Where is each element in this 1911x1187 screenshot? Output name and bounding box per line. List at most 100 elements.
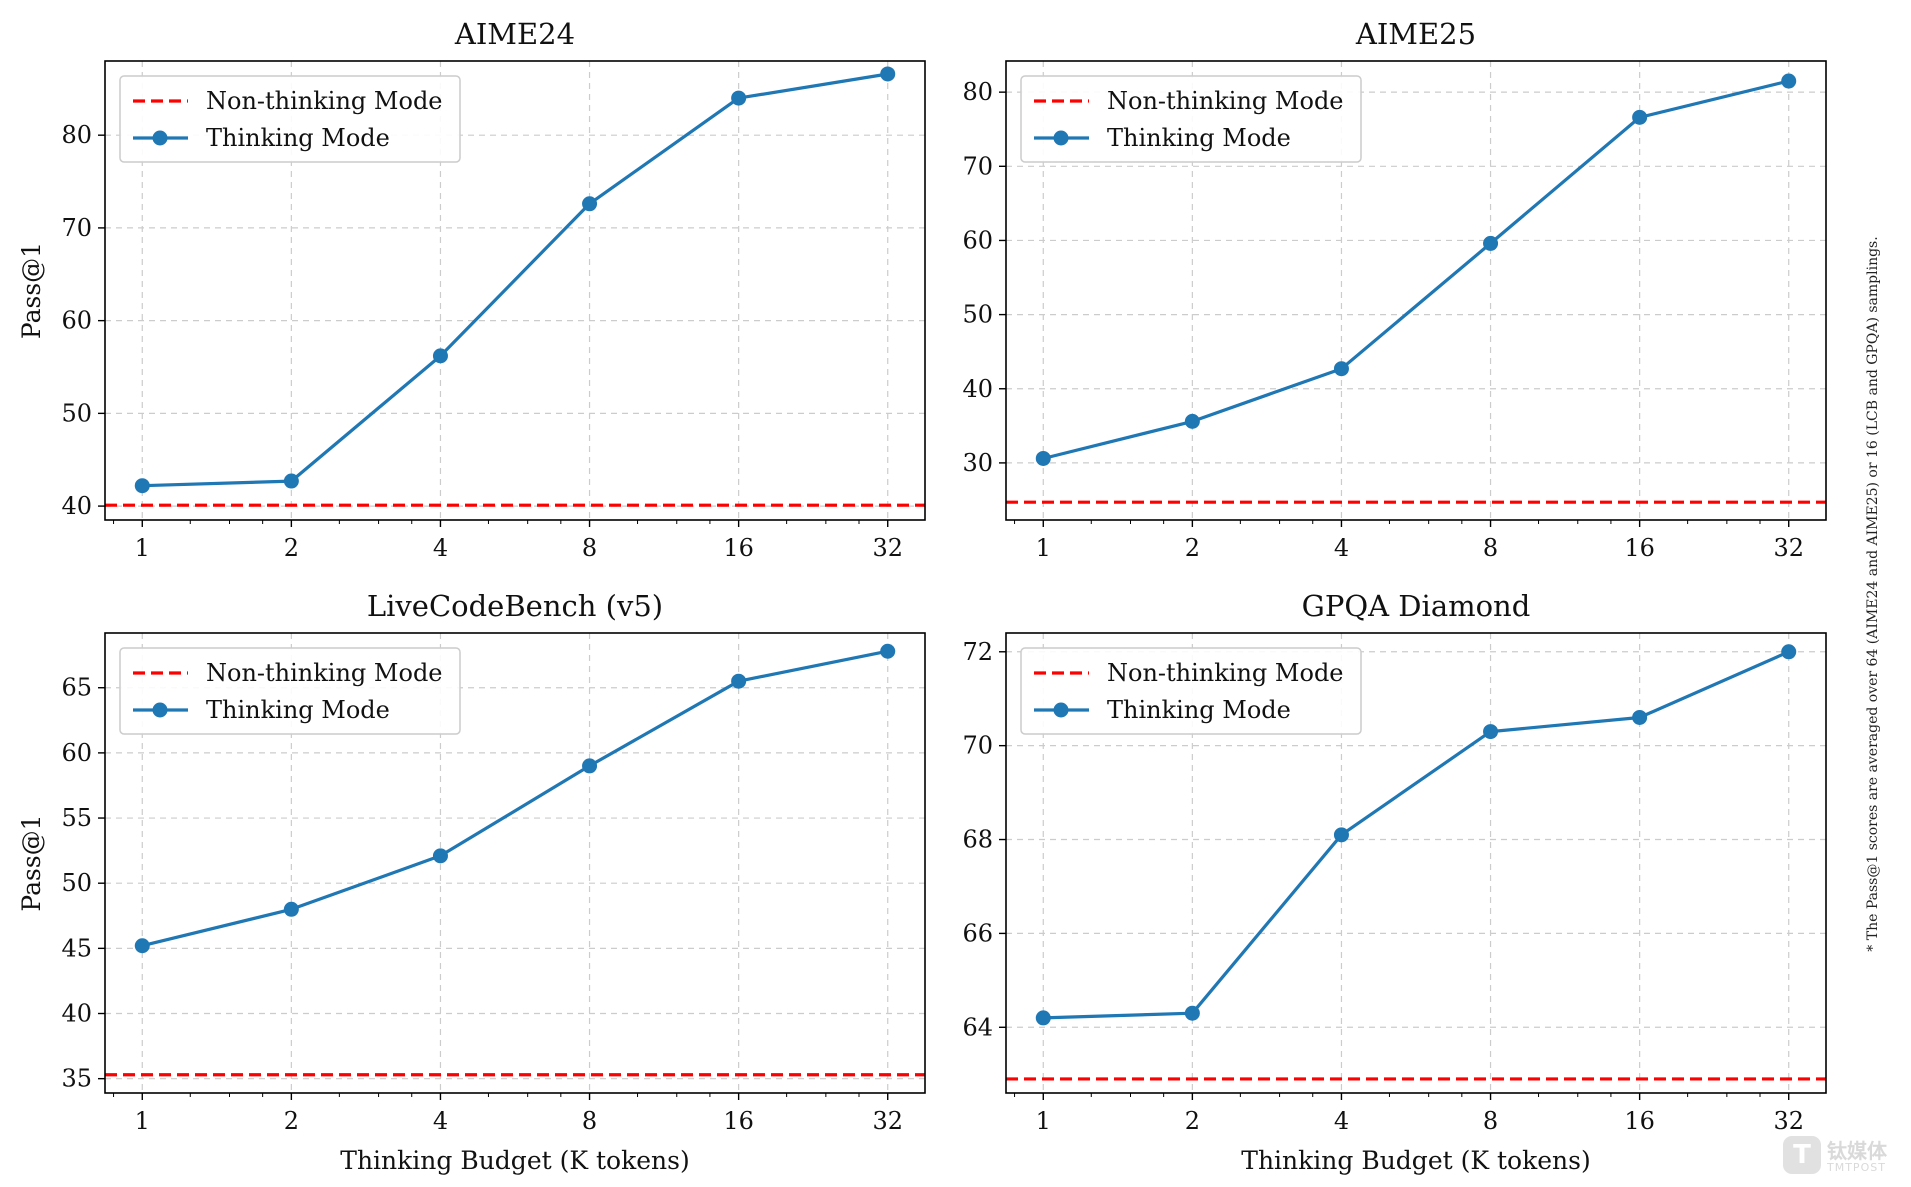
x-tick-label: 2 [1185, 1107, 1200, 1135]
legend: Non-thinking Mode Thinking Mode [119, 647, 461, 735]
x-tick-label: 1 [1036, 1107, 1051, 1135]
x-tick-label: 2 [284, 534, 299, 562]
watermark-logo-icon: T [1783, 1136, 1821, 1174]
thinking-mode-line [142, 72, 888, 488]
legend-thinking-marker [152, 130, 168, 146]
y-tick-label: 72 [962, 638, 993, 666]
y-tick-label: 64 [962, 1013, 993, 1041]
y-tick-label: 66 [962, 919, 993, 947]
thinking-mode-point [1483, 235, 1499, 251]
legend-thinking-label: Thinking Mode [206, 696, 390, 724]
legend: Non-thinking Mode Thinking Mode [1020, 75, 1362, 163]
watermark: T 钛媒体 TMTPOST [1783, 1134, 1901, 1178]
chart-panel-1: 1 2 4 8 16 32 40 50 60 70 80 AIME24 Pass@1 Non-thinki… [17, 17, 926, 562]
thinking-mode-point [134, 938, 150, 954]
thinking-mode-line [141, 649, 889, 948]
thinking-mode-point [283, 473, 299, 489]
x-tick-label: 8 [1483, 534, 1498, 562]
x-tick-label: 1 [135, 534, 150, 562]
watermark-brand: 钛媒体 [1827, 1139, 1887, 1163]
x-tick-label: 1 [135, 1107, 150, 1135]
y-tick-label: 70 [61, 214, 92, 242]
y-tick-label: 30 [962, 449, 993, 477]
thinking-mode-point [1333, 827, 1349, 843]
axes-frame [1005, 632, 1827, 1094]
x-tick-label: 2 [1185, 534, 1200, 562]
x-tick-label: 4 [433, 534, 448, 562]
thinking-mode-point [134, 478, 150, 494]
x-tick-label: 16 [723, 534, 754, 562]
x-tick-label: 16 [1624, 534, 1655, 562]
legend-box [1020, 647, 1362, 735]
x-tick-label: 16 [1624, 1107, 1655, 1135]
y-axis-label: Pass@1 [17, 814, 46, 911]
x-tick-label: 8 [582, 534, 597, 562]
y-tick-label: 60 [962, 226, 993, 254]
thinking-mode-point [1184, 413, 1200, 429]
thinking-mode-point [1483, 724, 1499, 740]
thinking-mode-point [432, 848, 448, 864]
thinking-mode-point [731, 90, 747, 106]
x-tick-label: 4 [433, 1107, 448, 1135]
thinking-mode-point [1632, 109, 1648, 125]
y-tick-label: 35 [61, 1065, 92, 1093]
legend-thinking-label: Thinking Mode [206, 124, 390, 152]
thinking-mode-point [731, 673, 747, 689]
thinking-mode-line [1043, 650, 1790, 1020]
axes-frame [104, 632, 926, 1094]
thinking-mode-point [1781, 644, 1797, 660]
y-tick-label: 45 [61, 934, 92, 962]
thinking-mode-point [880, 66, 896, 82]
legend: Non-thinking Mode Thinking Mode [1020, 647, 1362, 735]
chart-title: AIME24 [454, 17, 575, 51]
y-tick-label: 40 [962, 375, 993, 403]
chart-title: GPQA Diamond [1302, 589, 1531, 623]
x-tick-label: 32 [872, 1107, 903, 1135]
x-tick-label: 4 [1334, 534, 1349, 562]
x-tick-label: 2 [284, 1107, 299, 1135]
chart-title: AIME25 [1355, 17, 1476, 51]
legend: Non-thinking Mode Thinking Mode [119, 75, 461, 163]
thinking-mode-point [582, 758, 598, 774]
legend-thinking-marker [152, 702, 168, 718]
y-tick-label: 60 [61, 739, 92, 767]
legend-thinking-marker [1053, 130, 1069, 146]
y-axis-label: Pass@1 [17, 242, 46, 339]
legend-thinking-marker [1053, 702, 1069, 718]
x-tick-label: 16 [723, 1107, 754, 1135]
thinking-mode-point [1184, 1005, 1200, 1021]
y-tick-label: 55 [61, 804, 92, 832]
chart-panel-2: 1 2 4 8 16 32 30 40 50 60 70 80 AIME25 Non-thinking M… [962, 17, 1827, 562]
chart-panel-3: 1 2 4 8 16 32 35 40 45 50 55 60 65 LiveCodeBench (v5)… [17, 589, 926, 1175]
x-tick-label: 8 [1483, 1107, 1498, 1135]
y-tick-label: 70 [962, 732, 993, 760]
y-tick-label: 68 [962, 826, 993, 854]
legend-non-thinking-label: Non-thinking Mode [1107, 87, 1344, 115]
y-tick-label: 80 [61, 121, 92, 149]
chart-panel-4: 1 2 4 8 16 32 64 66 68 70 72 GPQA Diamond Thinking B… [962, 589, 1827, 1175]
thinking-mode-point [432, 348, 448, 364]
legend-non-thinking-label: Non-thinking Mode [206, 87, 443, 115]
x-tick-label: 32 [1773, 1107, 1804, 1135]
thinking-mode-point [1632, 709, 1648, 725]
thinking-mode-point [880, 643, 896, 659]
watermark-sub: TMTPOST [1827, 1161, 1886, 1174]
legend-box [1020, 75, 1362, 163]
thinking-mode-point [1781, 73, 1797, 89]
x-axis-label: Thinking Budget (K tokens) [1241, 1146, 1590, 1175]
legend-non-thinking-label: Non-thinking Mode [206, 659, 443, 687]
x-tick-label: 4 [1334, 1107, 1349, 1135]
legend-non-thinking-label: Non-thinking Mode [1107, 659, 1344, 687]
x-axis-label: Thinking Budget (K tokens) [340, 1146, 689, 1175]
y-tick-label: 70 [962, 152, 993, 180]
thinking-mode-point [582, 196, 598, 212]
y-tick-label: 40 [61, 492, 92, 520]
y-tick-label: 80 [962, 78, 993, 106]
thinking-mode-line [1042, 79, 1790, 461]
chart-title: LiveCodeBench (v5) [367, 589, 663, 623]
thinking-mode-point [1333, 361, 1349, 377]
axes-frame [1005, 60, 1827, 521]
y-tick-label: 50 [962, 301, 993, 329]
y-tick-label: 40 [61, 1000, 92, 1028]
